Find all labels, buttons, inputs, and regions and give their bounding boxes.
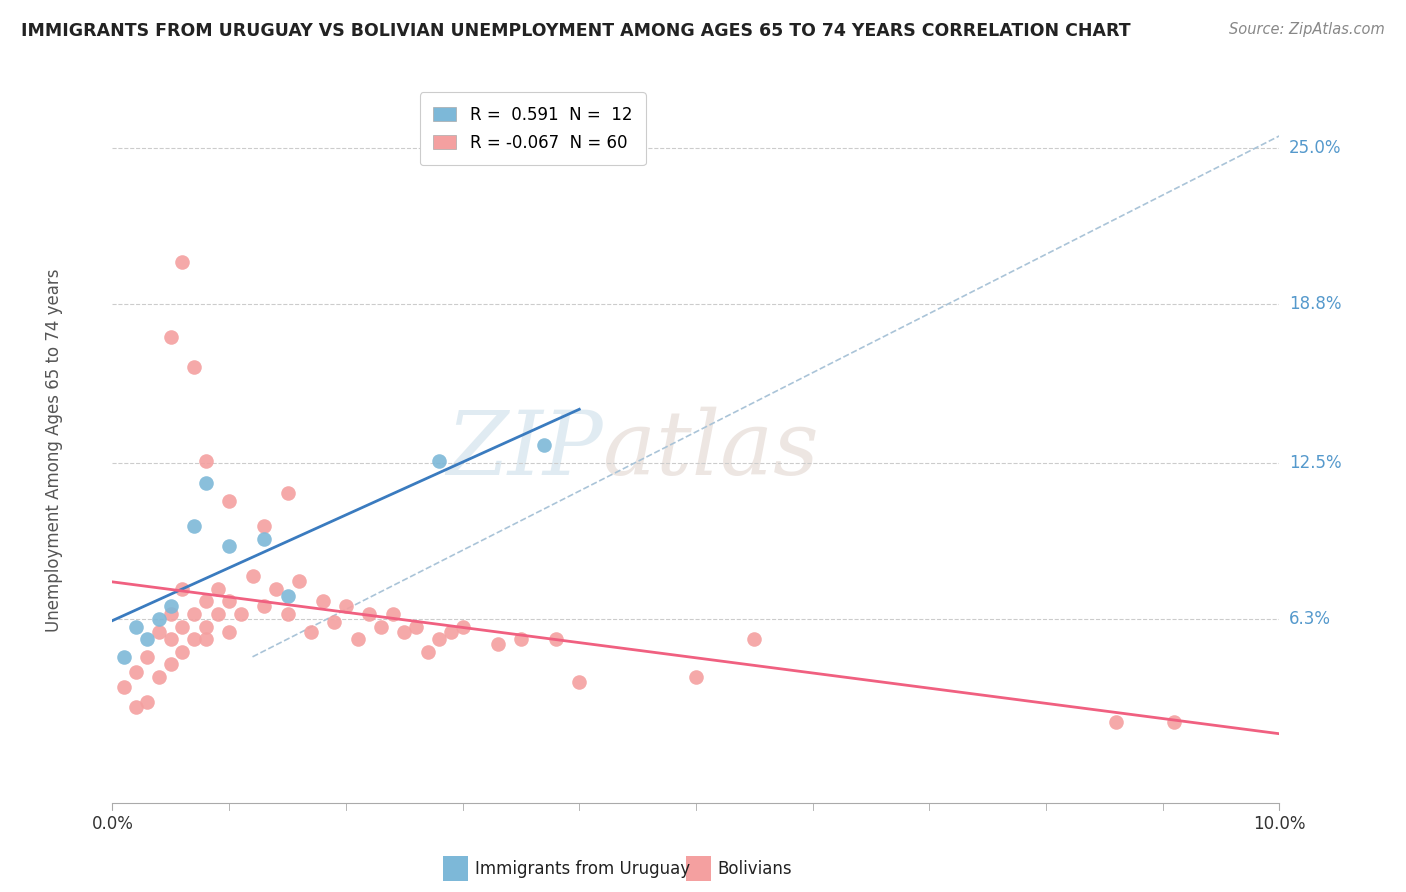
Point [218, 624, 240, 639]
Point [568, 675, 591, 690]
Point [148, 624, 170, 639]
Point [451, 619, 474, 633]
Point [136, 632, 159, 647]
Point [125, 665, 148, 679]
Point [218, 594, 240, 608]
Text: 6.3%: 6.3% [1289, 610, 1331, 628]
Point [486, 637, 509, 651]
Point [509, 632, 531, 647]
Point [194, 453, 217, 467]
Text: Unemployment Among Ages 65 to 74 years: Unemployment Among Ages 65 to 74 years [45, 268, 63, 632]
Point [427, 453, 450, 467]
Point [533, 438, 555, 452]
Point [172, 254, 194, 268]
Point [194, 619, 217, 633]
Point [112, 649, 135, 664]
Point [172, 582, 194, 596]
Point [160, 330, 183, 344]
Point [218, 493, 240, 508]
Point [311, 594, 333, 608]
Point [381, 607, 404, 621]
Point [1163, 715, 1185, 730]
Point [148, 612, 170, 626]
Point [183, 632, 205, 647]
Point [416, 645, 439, 659]
Text: 12.5%: 12.5% [1289, 454, 1341, 472]
Legend: R =  0.591  N =  12, R = -0.067  N = 60: R = 0.591 N = 12, R = -0.067 N = 60 [419, 93, 645, 165]
Point [346, 632, 368, 647]
Point [148, 670, 170, 684]
Point [1105, 715, 1128, 730]
Point [136, 649, 159, 664]
Point [253, 532, 276, 546]
Point [359, 607, 381, 621]
Point [194, 632, 217, 647]
Point [685, 670, 707, 684]
Text: 25.0%: 25.0% [1289, 139, 1341, 158]
Text: Source: ZipAtlas.com: Source: ZipAtlas.com [1229, 22, 1385, 37]
Text: Bolivians: Bolivians [717, 860, 792, 878]
Point [207, 582, 229, 596]
Point [160, 657, 183, 672]
Point [276, 607, 298, 621]
Point [125, 619, 148, 633]
Point [276, 590, 298, 604]
Point [218, 539, 240, 553]
Point [183, 360, 205, 375]
Point [288, 574, 311, 589]
Point [253, 519, 276, 533]
Point [160, 599, 183, 614]
Point [427, 632, 450, 647]
Point [172, 619, 194, 633]
Point [370, 619, 392, 633]
Point [264, 582, 287, 596]
Point [394, 624, 416, 639]
Text: Immigrants from Uruguay: Immigrants from Uruguay [475, 860, 690, 878]
Point [183, 607, 205, 621]
Point [183, 519, 205, 533]
Point [125, 700, 148, 714]
Text: atlas: atlas [603, 407, 818, 494]
Point [335, 599, 357, 614]
Point [172, 645, 194, 659]
Point [544, 632, 567, 647]
Point [299, 624, 322, 639]
Point [253, 599, 276, 614]
Text: IMMIGRANTS FROM URUGUAY VS BOLIVIAN UNEMPLOYMENT AMONG AGES 65 TO 74 YEARS CORRE: IMMIGRANTS FROM URUGUAY VS BOLIVIAN UNEM… [21, 22, 1130, 40]
Point [112, 680, 135, 694]
Point [242, 569, 264, 583]
Point [323, 615, 346, 629]
Point [276, 486, 298, 500]
Point [440, 624, 463, 639]
Point [136, 695, 159, 709]
Text: 18.8%: 18.8% [1289, 295, 1341, 313]
Point [194, 594, 217, 608]
Point [160, 607, 183, 621]
Point [742, 632, 765, 647]
Point [207, 607, 229, 621]
Point [160, 632, 183, 647]
Point [194, 476, 217, 491]
Point [229, 607, 252, 621]
Text: ZIP: ZIP [446, 407, 603, 494]
Point [405, 619, 427, 633]
